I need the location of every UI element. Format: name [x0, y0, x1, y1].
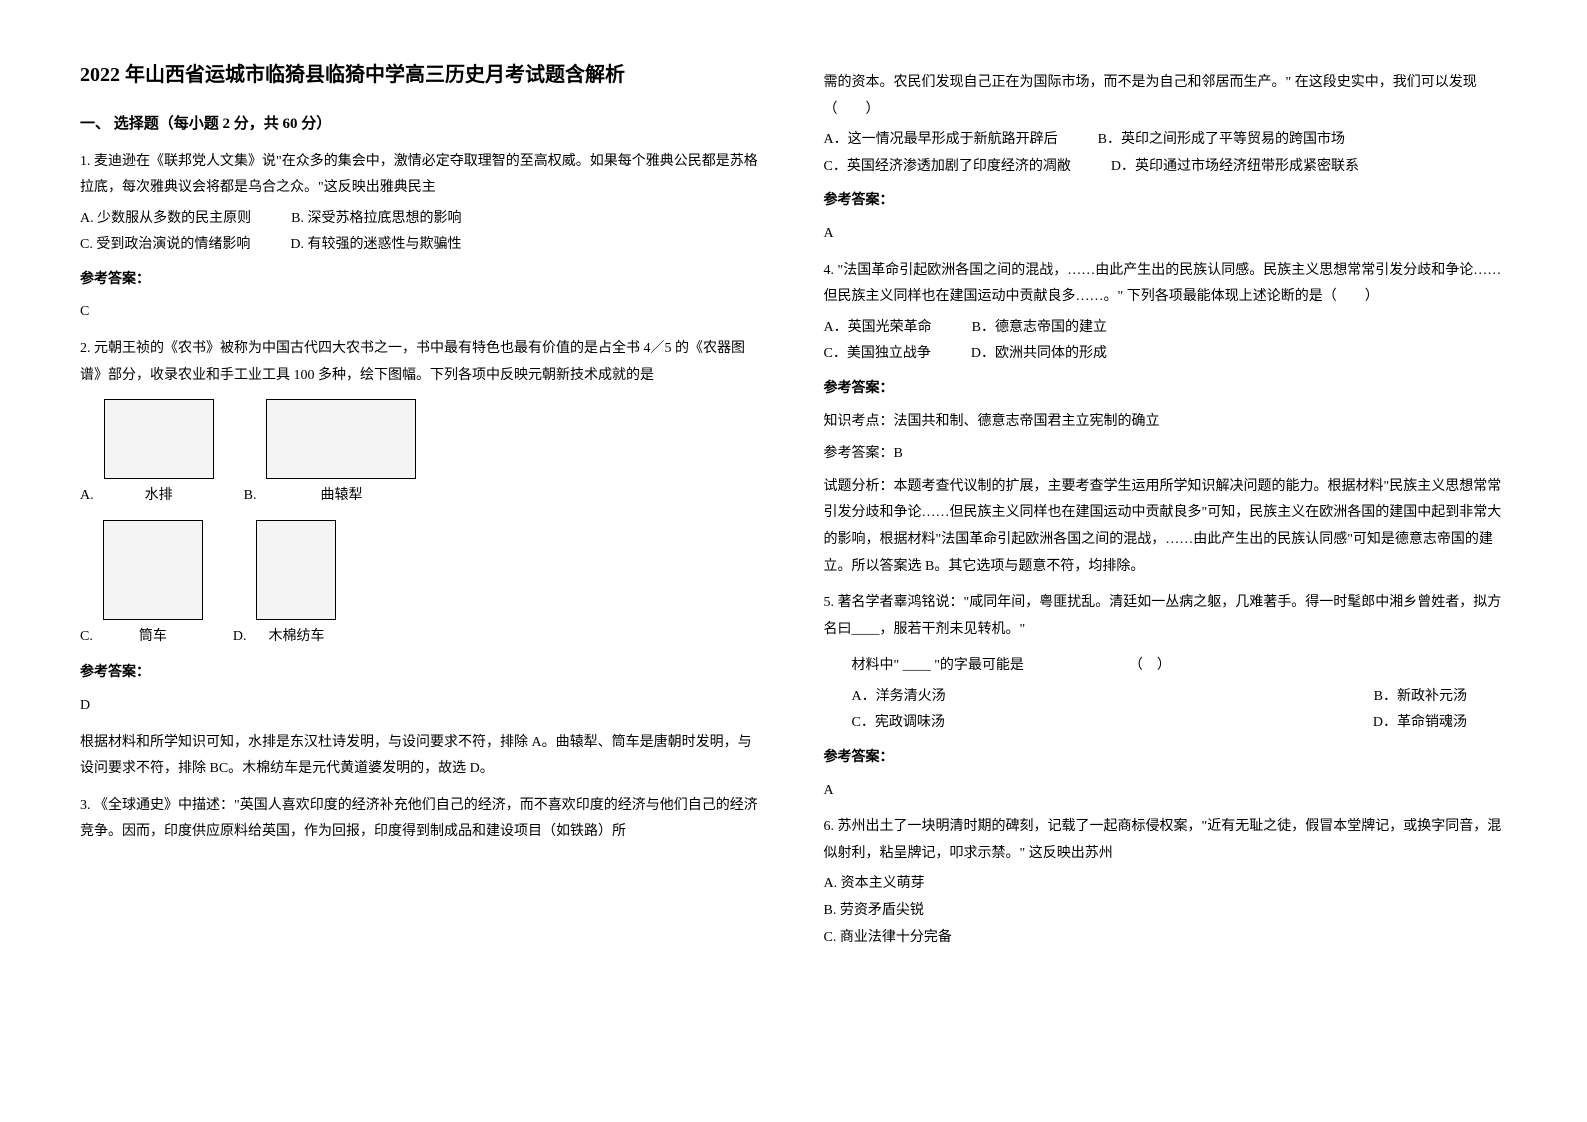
q2-explanation: 根据材料和所学知识可知，水排是东汉杜诗发明，与设问要求不符，排除 A。曲辕犁、筒… — [80, 730, 764, 783]
question-6-text: 6. 苏州出土了一块明清时期的碑刻，记载了一起商标侵权案，"近有无耻之徒，假冒本… — [824, 814, 1508, 867]
document-title: 2022 年山西省运城市临猗县临猗中学高三历史月考试题含解析 — [80, 60, 764, 90]
q2-img-a-caption: 水排 — [145, 483, 173, 510]
q4-option-b: B．德意志帝国的建立 — [972, 315, 1107, 342]
q3-option-a: A．这一情况最早形成于新航路开辟后 — [824, 127, 1058, 154]
q6-option-b: B. 劳资矛盾尖锐 — [824, 898, 1508, 925]
q5-option-d: D．革命销魂汤 — [1373, 710, 1467, 737]
q1-option-d: D. 有较强的迷惑性与欺骗性 — [290, 232, 461, 259]
q6-option-c: C. 商业法律十分完备 — [824, 925, 1508, 952]
question-1-text: 1. 麦迪逊在《联邦党人文集》说"在众多的集会中，激情必定夺取理智的至高权威。如… — [80, 149, 764, 202]
question-5-text: 5. 著名学者辜鸿铭说："咸同年间，粤匪扰乱。清廷如一丛病之躯，几难著手。得一时… — [824, 590, 1508, 643]
q2-image-b — [266, 399, 416, 479]
q5-answer-label: 参考答案： — [824, 745, 1508, 772]
q1-option-c: C. 受到政治演说的情绪影响 — [80, 232, 250, 259]
q3-answer-label: 参考答案： — [824, 188, 1508, 215]
q1-answer-label: 参考答案： — [80, 267, 764, 294]
q5-option-c: C．宪政调味汤 — [852, 710, 945, 737]
q2-img-d-caption: 木棉纺车 — [268, 624, 324, 651]
question-5-sub: 材料中" ____ "的字最可能是 （ ） — [824, 653, 1508, 680]
q4-option-c: C．美国独立战争 — [824, 341, 931, 368]
q2-img-a-letter: A. — [80, 483, 94, 510]
question-4-text: 4. "法国革命引起欧洲各国之间的混战，……由此产生出的民族认同感。民族主义思想… — [824, 258, 1508, 311]
question-1-options: A. 少数服从多数的民主原则 B. 深受苏格拉底思想的影响 C. 受到政治演说的… — [80, 206, 764, 259]
q2-answer-label: 参考答案： — [80, 660, 764, 687]
q3-option-d: D．英印通过市场经济纽带形成紧密联系 — [1111, 154, 1359, 181]
q2-image-row-1: A. 水排 B. 曲辕犁 — [80, 399, 764, 510]
question-4-options: A．英国光荣革命 B．德意志帝国的建立 C．美国独立战争 D．欧洲共同体的形成 — [824, 315, 1508, 368]
q2-img-b-letter: B. — [244, 483, 257, 510]
q2-image-a — [104, 399, 214, 479]
q2-image-c — [103, 520, 203, 620]
q3-option-c: C．英国经济渗透加剧了印度经济的凋敝 — [824, 154, 1071, 181]
question-3-options: A．这一情况最早形成于新航路开辟后 B．英印之间形成了平等贸易的跨国市场 C．英… — [824, 127, 1508, 180]
q1-answer: C — [80, 299, 764, 326]
question-3-cont: 需的资本。农民们发现自己正在为国际市场，而不是为自己和邻居而生产。" 在这段史实… — [824, 70, 1508, 123]
q2-img-c-letter: C. — [80, 624, 93, 651]
question-2-text: 2. 元朝王祯的《农书》被称为中国古代四大农书之一，书中最有特色也最有价值的是占… — [80, 336, 764, 389]
q3-answer: A — [824, 221, 1508, 248]
question-3-text: 3. 《全球通史》中描述："英国人喜欢印度的经济补充他们自己的经济，而不喜欢印度… — [80, 793, 764, 846]
q4-answer-line: 参考答案：B — [824, 441, 1508, 468]
q4-option-a: A．英国光荣革命 — [824, 315, 932, 342]
q2-image-d — [256, 520, 336, 620]
section-header: 一、 选择题（每小题 2 分，共 60 分） — [80, 110, 764, 139]
q2-img-d-letter: D. — [233, 624, 247, 651]
q5-option-b: B．新政补元汤 — [1374, 684, 1467, 711]
q4-explanation: 试题分析：本题考查代议制的扩展，主要考查学生运用所学知识解决问题的能力。根据材料… — [824, 474, 1508, 580]
q2-answer: D — [80, 693, 764, 720]
q2-img-c-caption: 筒车 — [139, 624, 167, 651]
q5-answer: A — [824, 778, 1508, 805]
q1-option-a: A. 少数服从多数的民主原则 — [80, 206, 251, 233]
q4-option-d: D．欧洲共同体的形成 — [971, 341, 1107, 368]
q4-answer-label: 参考答案： — [824, 376, 1508, 403]
question-5-options: A．洋务清火汤 B．新政补元汤 C．宪政调味汤 D．革命销魂汤 — [824, 684, 1508, 737]
q1-option-b: B. 深受苏格拉底思想的影响 — [291, 206, 461, 233]
q3-option-b: B．英印之间形成了平等贸易的跨国市场 — [1098, 127, 1345, 154]
q2-img-b-caption: 曲辕犁 — [320, 483, 362, 510]
q5-option-a: A．洋务清火汤 — [852, 684, 946, 711]
left-column: 2022 年山西省运城市临猗县临猗中学高三历史月考试题含解析 一、 选择题（每小… — [50, 60, 794, 1062]
q6-option-a: A. 资本主义萌芽 — [824, 871, 1508, 898]
q4-knowledge: 知识考点：法国共和制、德意志帝国君主立宪制的确立 — [824, 409, 1508, 436]
right-column: 需的资本。农民们发现自己正在为国际市场，而不是为自己和邻居而生产。" 在这段史实… — [794, 60, 1538, 1062]
q2-image-row-2: C. 筒车 D. 木棉纺车 — [80, 520, 764, 651]
